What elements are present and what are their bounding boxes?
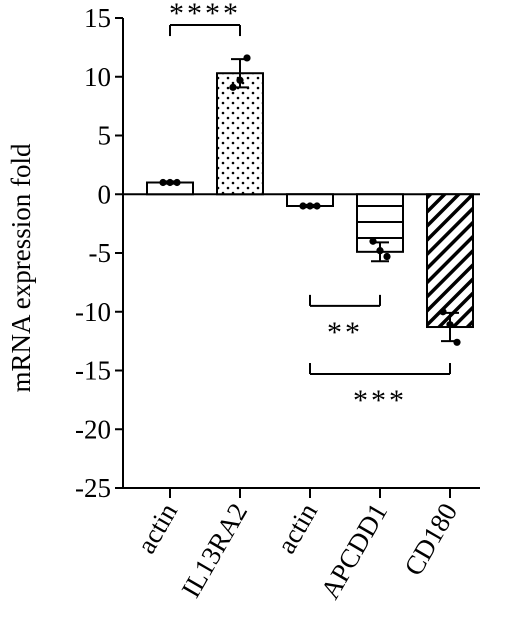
annotations: *********	[169, 0, 451, 417]
y-tick-label: -15	[75, 356, 111, 386]
data-point	[453, 338, 461, 346]
data-point	[243, 54, 251, 62]
bar	[216, 72, 264, 196]
data-point	[376, 247, 384, 255]
bar	[426, 193, 474, 329]
y-tick-label: -20	[75, 414, 111, 444]
y-tick-label: -10	[75, 297, 111, 327]
y-tick-label: 15	[84, 3, 111, 33]
y-axis-title: mRNA expression fold	[6, 143, 36, 392]
y-tick-label: 10	[84, 62, 111, 92]
y-tick-label: 0	[98, 179, 112, 209]
y-tick-label: 5	[98, 121, 112, 151]
data-point	[166, 178, 174, 187]
significance-label: ****	[169, 0, 241, 30]
data-point	[299, 202, 307, 210]
data-point	[306, 202, 314, 210]
data-point	[439, 308, 447, 316]
bars	[146, 54, 474, 346]
y-tick-label: -5	[89, 238, 112, 268]
significance-label: **	[327, 316, 363, 349]
data-point	[236, 76, 244, 84]
data-point	[383, 252, 391, 261]
x-tick-label: IL13RA2	[175, 498, 253, 603]
x-tick-label: actin	[271, 498, 323, 559]
data-point	[313, 202, 321, 210]
data-point	[173, 178, 181, 187]
x-tick-label: APCDD1	[315, 498, 393, 604]
x-tick-label: CD180	[398, 498, 463, 581]
data-point	[446, 321, 454, 329]
x-tick-label: actin	[131, 498, 183, 559]
y-tick-label: -25	[75, 473, 111, 503]
data-point	[229, 83, 237, 91]
significance-label: ***	[353, 384, 407, 417]
data-point	[159, 178, 167, 187]
data-point	[369, 237, 377, 245]
